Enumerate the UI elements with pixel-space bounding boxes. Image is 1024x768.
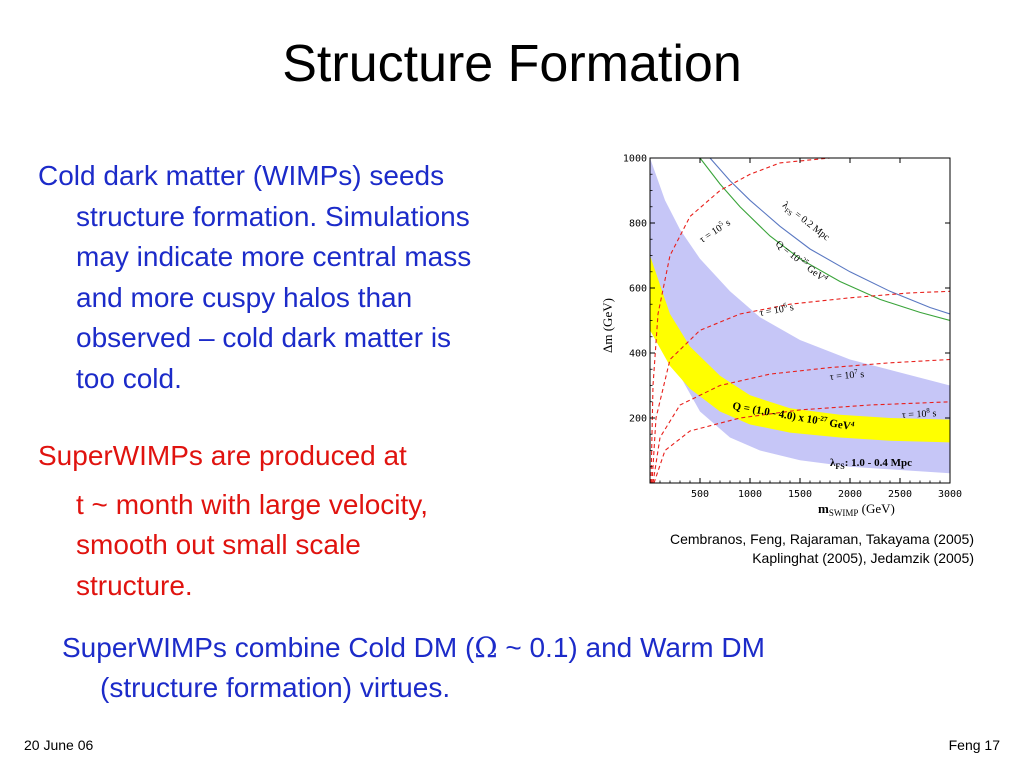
caption-line1: Cembranos, Feng, Rajaraman, Takayama (20… xyxy=(669,531,974,547)
para2-line: smooth out small scale xyxy=(76,529,361,560)
series-line-tau-4 xyxy=(652,358,950,483)
para2-line: structure. xyxy=(76,569,193,601)
para1-line: structure formation. Simulations xyxy=(76,200,470,232)
y-tick-label: 800 xyxy=(629,219,647,230)
paragraph-cold-dark-matter: Cold dark matter (WIMPs) seeds structure… xyxy=(38,156,471,399)
para1-line: too cold. xyxy=(76,362,182,394)
svg-text:λFS: 1.0 - 0.4 Mpc: λFS: 1.0 - 0.4 Mpc xyxy=(830,457,912,471)
para3-pre: SuperWIMPs combine Cold DM ( xyxy=(62,632,475,663)
svg-text:τ = 106 s: τ = 106 s xyxy=(758,300,794,319)
superwimp-chart: 500 1000 1500 2000 2500 30002004006008001000 … xyxy=(600,154,962,519)
slide-title: Structure Formation xyxy=(282,35,742,93)
x-tick-label: 2000 xyxy=(838,489,862,500)
citation-caption: Cembranos, Feng, Rajaraman, Takayama (20… xyxy=(574,530,974,568)
y-tick-label: 600 xyxy=(629,284,647,295)
para2-line: SuperWIMPs are produced at xyxy=(38,440,407,471)
x-tick-label: 3000 xyxy=(938,489,962,500)
para3-line2: (structure formation) virtues. xyxy=(100,672,451,703)
omega-symbol: Ω xyxy=(474,631,498,664)
y-tick-label: 1000 xyxy=(623,154,647,165)
annotation-lambda-band: λFS: 1.0 - 0.4 Mpc xyxy=(830,457,912,471)
series-line-tau-2 xyxy=(650,158,831,483)
series-line-tau-5 xyxy=(653,401,950,483)
x-tick-label: 2500 xyxy=(888,489,912,500)
para1-line: and more cuspy halos than xyxy=(76,281,413,313)
series-line-tau-3 xyxy=(651,290,950,483)
annotation-tau8: τ = 108 s xyxy=(901,406,937,421)
x-tick-label: 1000 xyxy=(738,489,762,500)
series-line-q-1 xyxy=(699,158,950,322)
y-tick-label: 200 xyxy=(629,414,647,425)
band-layer xyxy=(650,158,950,474)
paragraph-summary: SuperWIMPs combine Cold DM (Ω ~ 0.1) and… xyxy=(62,628,765,708)
svg-text:τ = 108 s: τ = 108 s xyxy=(901,406,936,421)
para2-line: t ~ month with large velocity, xyxy=(76,488,428,520)
annotation-tau7: τ = 107 s xyxy=(829,367,865,383)
x-tick-label: 1500 xyxy=(788,489,812,500)
series-layer xyxy=(650,158,950,483)
series-line-lambda-0 xyxy=(709,158,950,315)
para1-line: observed – cold dark matter is xyxy=(76,322,452,353)
x-tick-label: 500 xyxy=(691,489,709,500)
para3-post: ~ 0.1) and Warm DM xyxy=(497,632,765,663)
para1-line: Cold dark matter (WIMPs) seeds xyxy=(38,160,445,191)
y-axis-label: Δm (GeV) xyxy=(600,298,615,353)
x-axis-label: mSWIMP (GeV) xyxy=(818,501,895,518)
svg-text:τ = 107 s: τ = 107 s xyxy=(829,367,865,383)
y-tick-label: 400 xyxy=(629,349,647,360)
tick-layer: 500 1000 1500 2000 2500 3000 200 400 600 800 1000 xyxy=(623,154,962,501)
para1-line: may indicate more central mass xyxy=(76,241,472,272)
caption-line2: Kaplinghat (2005), Jedamzik (2005) xyxy=(752,550,974,566)
paragraph-superwimps: SuperWIMPs are produced at t ~ month wit… xyxy=(38,436,428,606)
annotation-tau6: τ = 106 s xyxy=(758,300,795,319)
footer-date: 20 June 06 xyxy=(24,737,94,753)
para3-line1: SuperWIMPs combine Cold DM (Ω ~ 0.1) and… xyxy=(62,628,765,668)
band-q-yellow xyxy=(650,255,950,443)
footer-page: Feng 17 xyxy=(948,737,1000,753)
